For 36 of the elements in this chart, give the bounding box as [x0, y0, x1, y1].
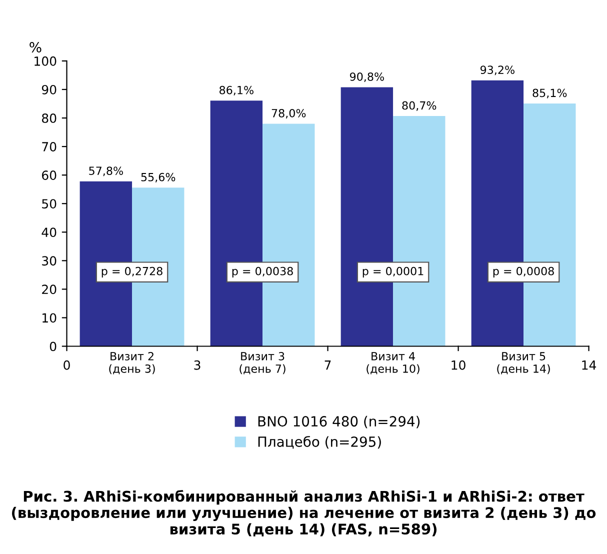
- x-tick-label: Визит 2 (день 3): [109, 352, 155, 374]
- y-tick-label: 80: [42, 113, 56, 123]
- data-label: 78,0%: [272, 108, 306, 119]
- y-tick-label: 40: [42, 228, 56, 238]
- y-tick-label: 60: [42, 170, 56, 180]
- y-tick-label: 0: [50, 342, 56, 352]
- y-tick-label: 70: [42, 142, 56, 152]
- text: 3: [194, 360, 200, 370]
- y-tick-label: 100: [34, 56, 56, 66]
- data-label: 85,1%: [532, 88, 567, 98]
- x-tick-label: Визит 5 (день 14): [497, 352, 550, 374]
- annotation: p = 0,0038: [232, 266, 293, 278]
- data-label: 93,2%: [480, 66, 514, 76]
- text: 0: [64, 360, 70, 370]
- annotation: p = 0,2728: [102, 266, 162, 278]
- text: 10: [452, 360, 466, 370]
- x-tick-label: Визит 3 (день 7): [240, 352, 286, 374]
- legend-label: Плацебо (n=295): [258, 436, 381, 449]
- legend-label: BNO 1016 480 (n=294): [258, 416, 420, 428]
- y-tick-label: 90: [42, 84, 56, 94]
- y-tick-label: 30: [42, 256, 56, 266]
- data-label: 86,1%: [220, 86, 254, 96]
- text: 14: [582, 360, 596, 370]
- x-tick-label: Визит 4 (день 10): [366, 352, 420, 374]
- text: Рис. 3. ARhiSi-комбинированный анализ ARhiSi-1 и ARhiSi-2: ответ (выздоровление или улучшение) на лечение от визита 2 (день 3) до визита 5 (день 14) (FAS, n=589): [12, 490, 596, 536]
- y-tick-label: 50: [42, 199, 56, 209]
- data-label: 90,8%: [350, 72, 384, 82]
- annotation: p = 0,0008: [493, 266, 554, 278]
- data-label: 80,7%: [402, 101, 436, 111]
- data-label: 57,8%: [89, 166, 123, 176]
- text: 7: [324, 360, 331, 370]
- y-axis-title: %: [30, 42, 42, 53]
- annotation: p = 0,0001: [362, 266, 424, 278]
- data-label: 55,6%: [141, 172, 176, 182]
- y-tick-label: 20: [42, 284, 56, 294]
- y-tick-label: 10: [42, 313, 56, 323]
